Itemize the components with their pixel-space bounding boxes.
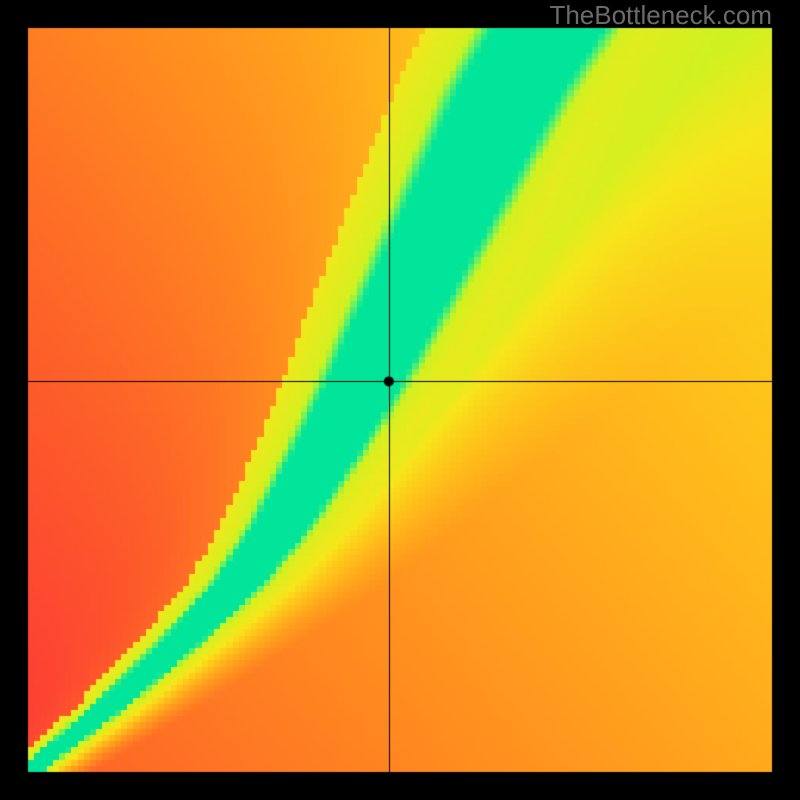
crosshair-overlay [0, 0, 800, 800]
chart-container: TheBottleneck.com [0, 0, 800, 800]
